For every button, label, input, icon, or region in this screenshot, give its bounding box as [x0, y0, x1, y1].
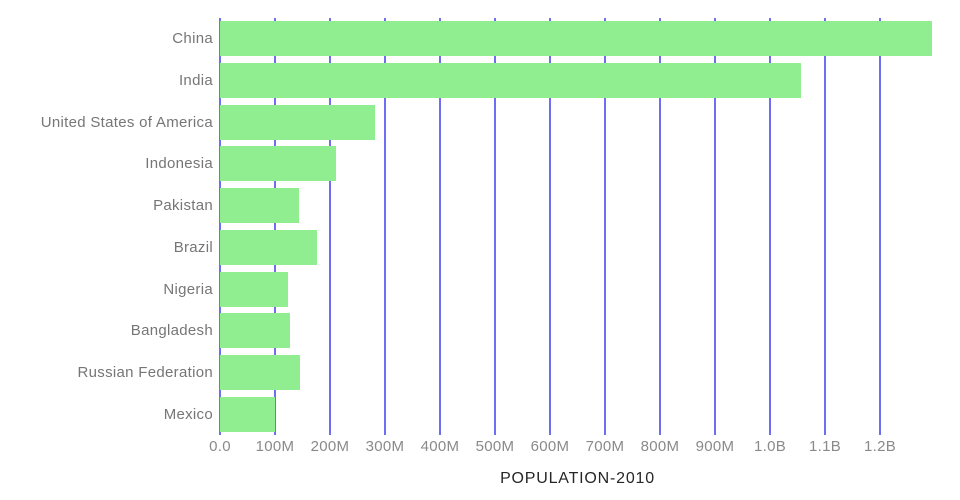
bar [220, 63, 802, 99]
bar [220, 271, 288, 307]
x-tick-label: 0.0 [209, 438, 231, 455]
category-labels: China India United States of America Indone… [0, 18, 213, 435]
bar [220, 229, 317, 265]
x-tick-label: 700M [585, 438, 625, 455]
category-label: Nigeria [163, 280, 213, 298]
category-label: Brazil [173, 238, 213, 256]
gridline [824, 18, 826, 435]
bar [220, 21, 933, 57]
gridline [879, 18, 881, 435]
bar [220, 313, 291, 349]
bar [220, 396, 275, 432]
x-tick-label: 1.2B [863, 438, 897, 455]
x-tick-label: 900M [695, 438, 735, 455]
gridline [549, 18, 551, 435]
chart-title: POPULATION-2010 [500, 470, 655, 487]
category-label: Bangladesh [130, 322, 213, 340]
category-label: Mexico [163, 405, 213, 423]
plot-area [219, 18, 935, 435]
x-tick-label: 200M [310, 438, 350, 455]
x-tick-label: 600M [530, 438, 570, 455]
bar [220, 146, 337, 182]
x-tick-label: 800M [640, 438, 680, 455]
category-label: India [178, 72, 213, 90]
gridline [274, 18, 276, 435]
gridline [329, 18, 331, 435]
x-tick-label: 500M [475, 438, 515, 455]
gridline [439, 18, 441, 435]
x-tick-label: 400M [420, 438, 460, 455]
gridline [384, 18, 386, 435]
x-tick-label: 1.0B [753, 438, 787, 455]
x-tick-label: 100M [255, 438, 295, 455]
category-label: Russian Federation [77, 363, 213, 381]
gridline [604, 18, 606, 435]
bar [220, 354, 301, 390]
x-tick-label: 300M [365, 438, 405, 455]
gridline [769, 18, 771, 435]
bar [220, 188, 300, 224]
category-label: United States of America [40, 113, 213, 131]
category-label: Pakistan [153, 197, 213, 215]
bar [220, 104, 376, 140]
x-tick-label: 1.1B [808, 438, 842, 455]
category-label: Indonesia [145, 155, 213, 173]
gridline [494, 18, 496, 435]
x-axis: 0.0 100M 200M 300M 400M 500M 600M 700M 800M 900M 1… [209, 438, 935, 456]
gridline [659, 18, 661, 435]
category-label: China [172, 30, 213, 48]
gridline [713, 18, 716, 435]
gridline [219, 18, 221, 435]
